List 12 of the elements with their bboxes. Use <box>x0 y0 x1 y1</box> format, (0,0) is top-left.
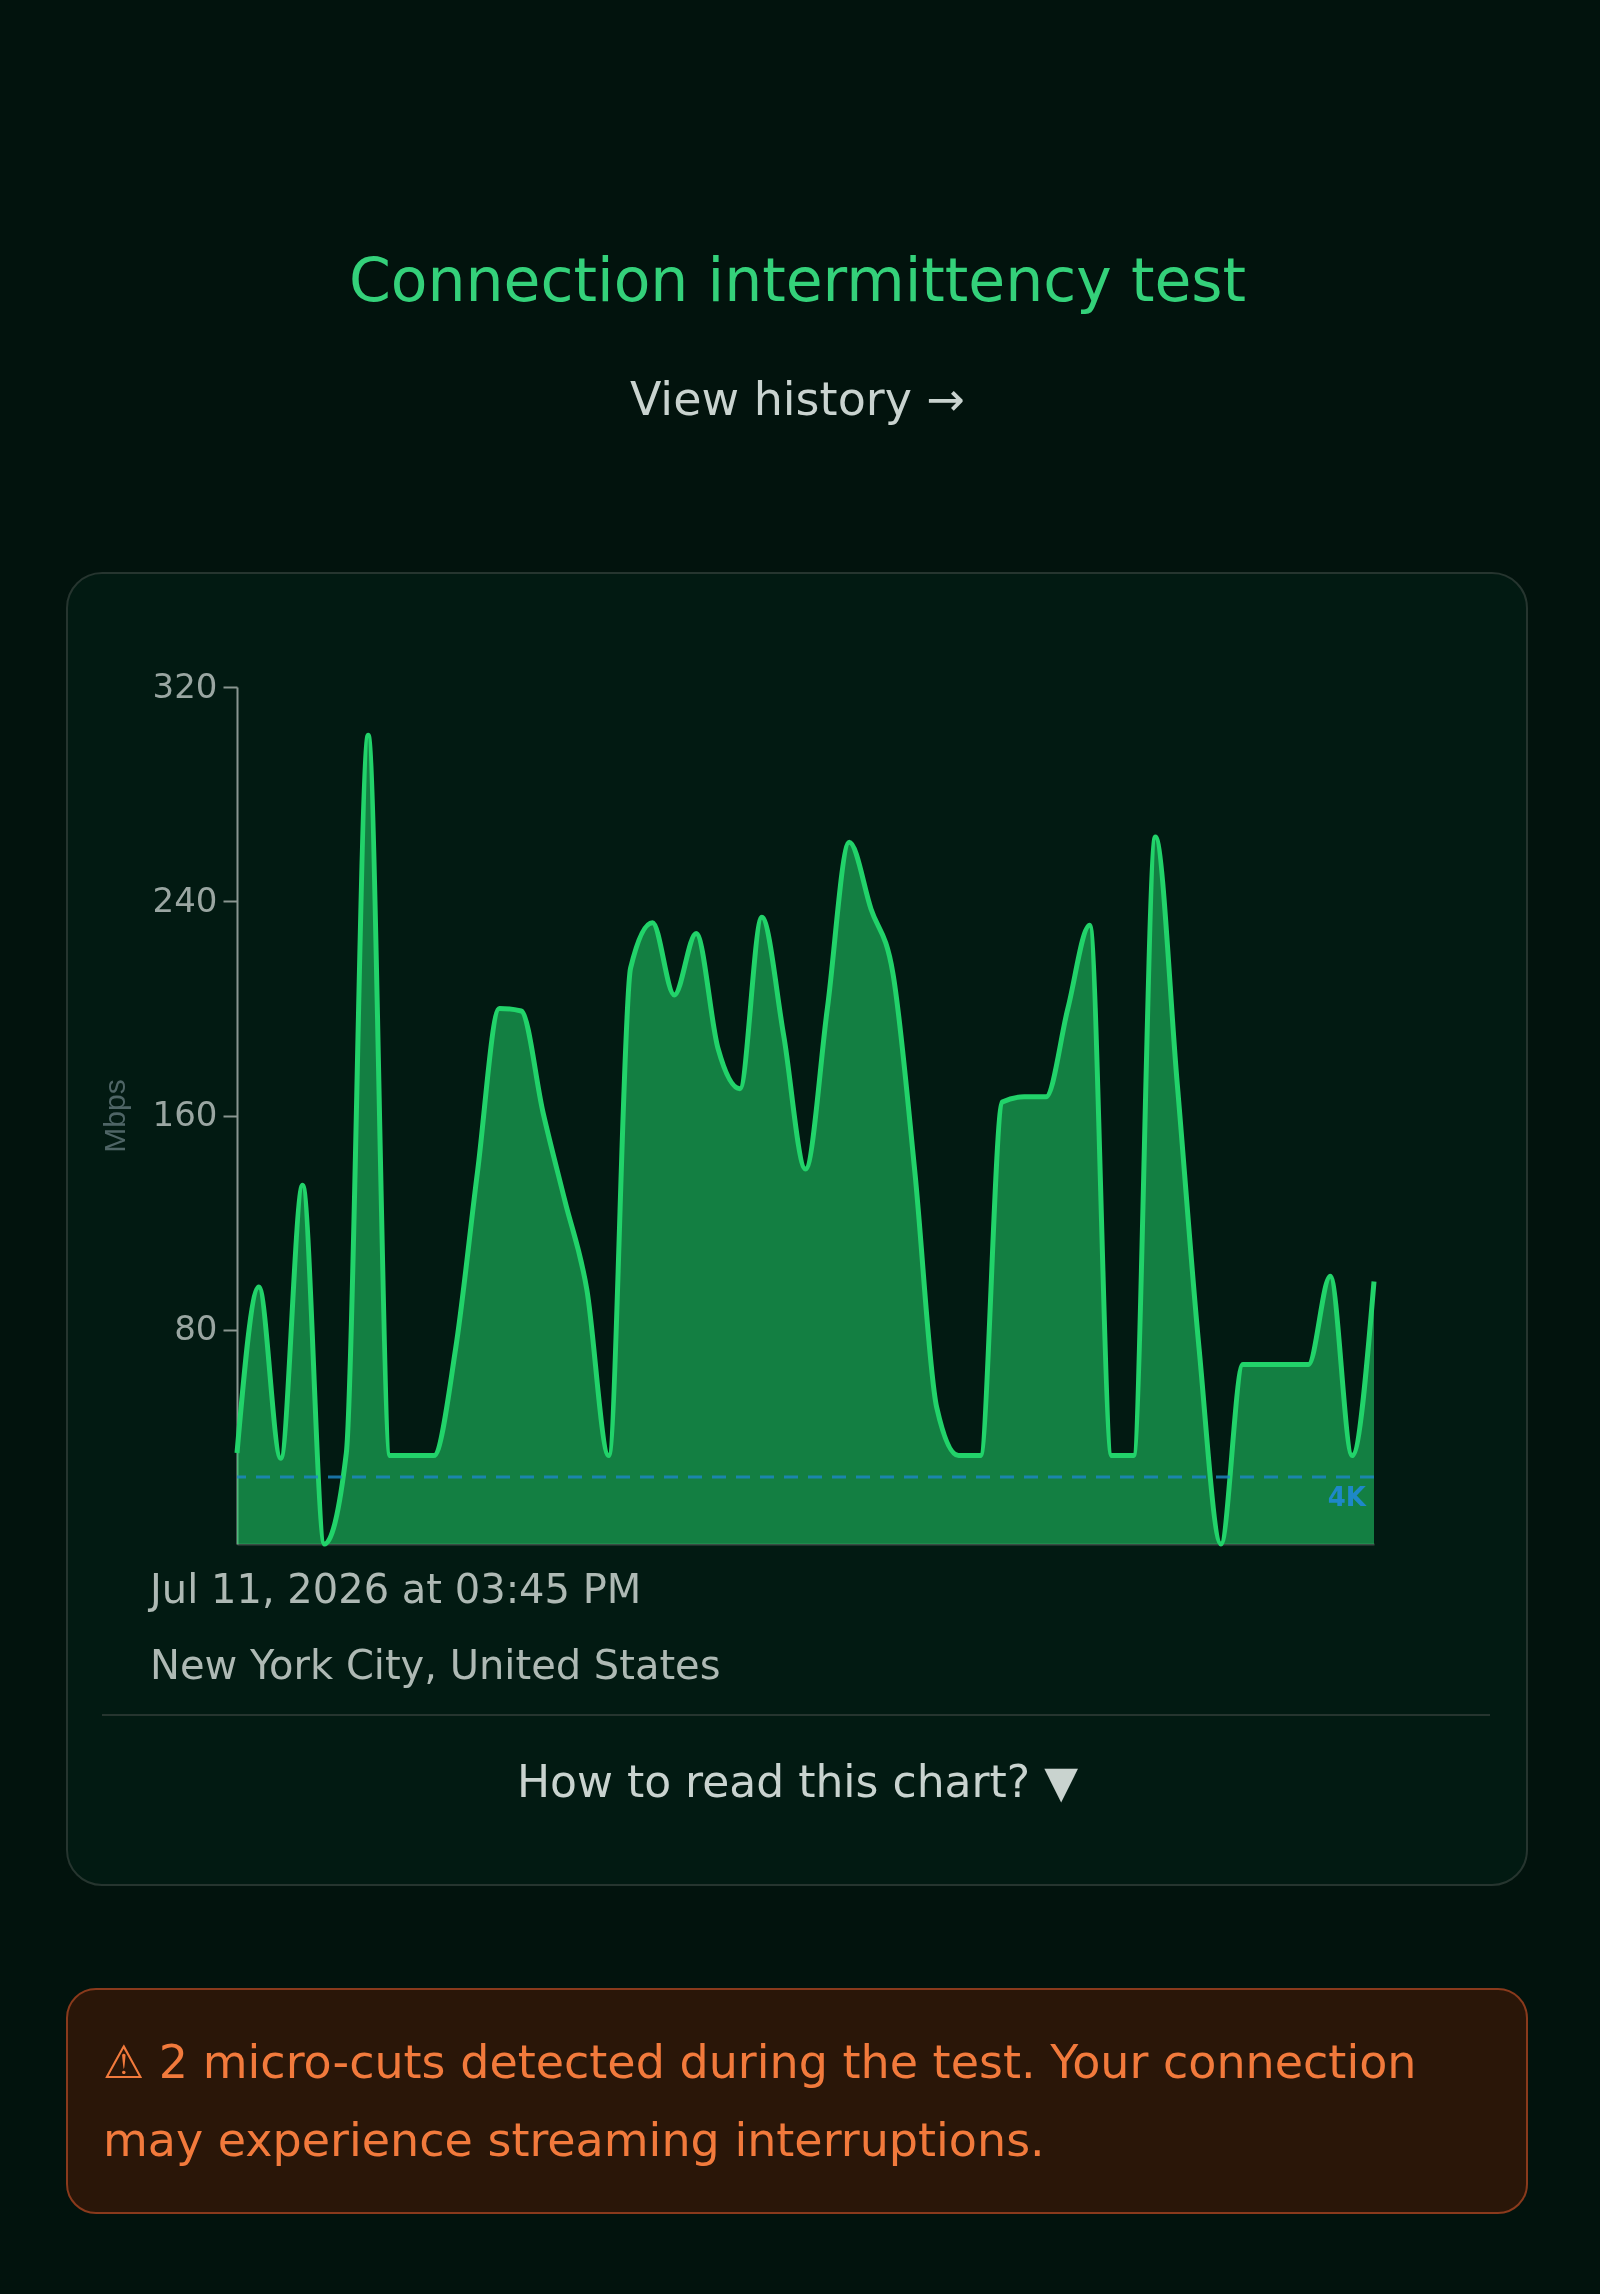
text: New York City, United States <box>150 1642 721 1688</box>
y-tick-label: 320 <box>152 665 218 706</box>
text: How to read this chart? ▼ <box>515 1756 1079 1807</box>
chart-title: Connection intermittency test <box>347 245 1248 315</box>
y-tick-label: 80 <box>174 1308 218 1349</box>
text: View history → <box>628 372 967 426</box>
ref-line-label: 4K <box>1327 1482 1367 1513</box>
y-tick-label: 160 <box>152 1094 218 1134</box>
y-axis-title: Mbps <box>97 1079 131 1153</box>
text: Jul 11, 2026 at 03:45 PM <box>150 1566 642 1612</box>
y-tick-label: 240 <box>152 879 218 920</box>
text: ⚠ 2 micro-cuts detected during the test. Your connection may experience streaming interruptions. <box>66 1988 1528 2214</box>
